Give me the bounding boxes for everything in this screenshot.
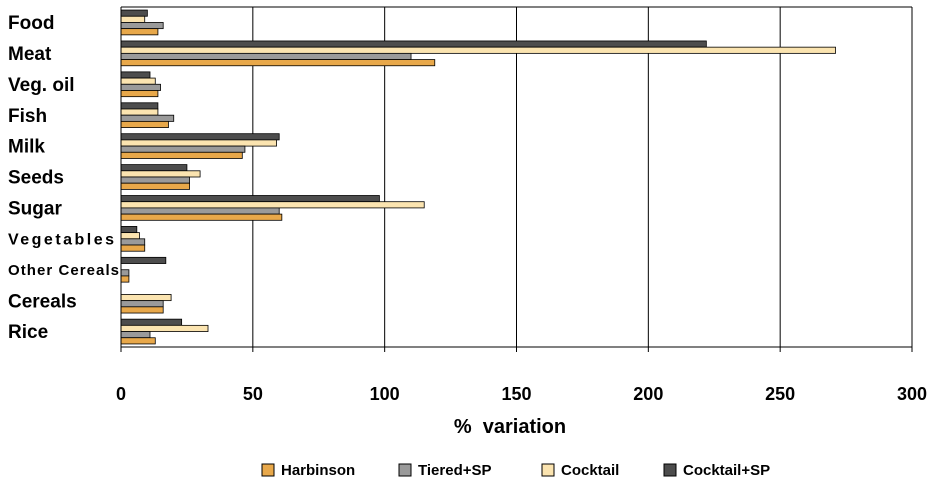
category-label-fish: Fish xyxy=(8,106,47,127)
bar-meat-cocktail xyxy=(120,46,836,54)
bar-fish-harbinson xyxy=(120,120,169,128)
bar-fish-cocktail xyxy=(120,108,159,116)
bar-seeds-harbinson xyxy=(120,182,190,190)
bar-veg-oil-cocktail xyxy=(120,77,156,85)
legend-swatch-tiered-sp xyxy=(398,463,412,477)
category-label-milk: Milk xyxy=(8,137,45,158)
category-label-veg-oil: Veg. oil xyxy=(8,75,75,96)
x-tick-labels: 0 50 100 150 200 250 300 xyxy=(116,384,927,404)
legend-swatch-cocktail xyxy=(541,463,555,477)
x-tick-label-250: 250 xyxy=(765,384,795,404)
bar-fish-tiered-sp xyxy=(120,114,175,122)
x-tick-label-100: 100 xyxy=(370,384,400,404)
bar-seeds-cocktail xyxy=(120,170,201,178)
category-labels: Food Meat Veg. oil Fish Milk Seeds Sugar Vegeta… xyxy=(8,13,119,343)
category-label-sugar: Sugar xyxy=(8,199,62,220)
legend: Harbinson Tiered+SP Cocktail Cocktail+SP xyxy=(261,462,770,479)
bar-rice-cocktail-sp xyxy=(120,318,183,326)
category-label-vegetables: Vegetables xyxy=(8,231,114,248)
bar-fish-cocktail-sp xyxy=(120,102,159,110)
bar-sugar-harbinson xyxy=(120,213,283,221)
x-tick-label-200: 200 xyxy=(633,384,663,404)
bar-milk-harbinson xyxy=(120,151,243,159)
bar-milk-tiered-sp xyxy=(120,145,246,153)
bar-cereals-harbinson xyxy=(120,306,164,314)
bar-rice-cocktail xyxy=(120,324,209,332)
bar-food-cocktail-sp xyxy=(120,9,148,17)
category-label-meat: Meat xyxy=(8,44,52,65)
bar-veg-oil-tiered-sp xyxy=(120,83,161,91)
bar-vegetables-harbinson xyxy=(120,244,146,252)
bar-vegetables-cocktail-sp xyxy=(120,226,138,234)
legend-swatch-harbinson xyxy=(261,463,275,477)
axes xyxy=(120,6,913,348)
bar-other-cereals-cocktail-sp xyxy=(120,256,167,264)
x-tick-label-50: 50 xyxy=(243,384,263,404)
category-label-seeds: Seeds xyxy=(8,168,64,189)
category-label-cereals: Cereals xyxy=(8,291,77,312)
bar-sugar-cocktail-sp xyxy=(120,195,380,203)
bar-other-cereals-tiered-sp xyxy=(120,269,130,277)
bar-seeds-tiered-sp xyxy=(120,176,190,184)
bar-vegetables-tiered-sp xyxy=(120,238,146,246)
legend-label-cocktail: Cocktail xyxy=(561,462,619,479)
bars xyxy=(120,9,836,345)
bar-food-cocktail xyxy=(120,15,146,23)
bar-meat-harbinson xyxy=(120,59,436,67)
bar-meat-tiered-sp xyxy=(120,52,412,60)
bar-food-harbinson xyxy=(120,28,159,36)
bar-veg-oil-harbinson xyxy=(120,90,159,98)
bar-cereals-cocktail xyxy=(120,294,172,302)
bar-seeds-cocktail-sp xyxy=(120,164,188,172)
bar-vegetables-cocktail xyxy=(120,232,140,240)
bar-rice-harbinson xyxy=(120,337,156,345)
bar-food-tiered-sp xyxy=(120,22,164,30)
x-axis-title: % variation xyxy=(454,416,566,438)
category-label-rice: Rice xyxy=(8,322,48,343)
bar-rice-tiered-sp xyxy=(120,331,151,339)
legend-label-tiered-sp: Tiered+SP xyxy=(418,462,492,479)
category-label-food: Food xyxy=(8,13,54,34)
bar-sugar-tiered-sp xyxy=(120,207,280,215)
x-tick-label-150: 150 xyxy=(501,384,531,404)
category-label-other-cereals: Other Cereals xyxy=(8,262,119,279)
bar-other-cereals-harbinson xyxy=(120,275,130,283)
bar-milk-cocktail-sp xyxy=(120,133,280,141)
bar-veg-oil-cocktail-sp xyxy=(120,71,151,79)
bar-sugar-cocktail xyxy=(120,201,425,209)
bar-milk-cocktail xyxy=(120,139,277,147)
x-tick-label-300: 300 xyxy=(897,384,927,404)
bar-cereals-tiered-sp xyxy=(120,300,164,308)
legend-label-harbinson: Harbinson xyxy=(281,462,355,479)
bar-meat-cocktail-sp xyxy=(120,40,707,48)
legend-label-cocktail-sp: Cocktail+SP xyxy=(683,462,770,479)
legend-swatch-cocktail-sp xyxy=(663,463,677,477)
x-tick-label-0: 0 xyxy=(116,384,126,404)
